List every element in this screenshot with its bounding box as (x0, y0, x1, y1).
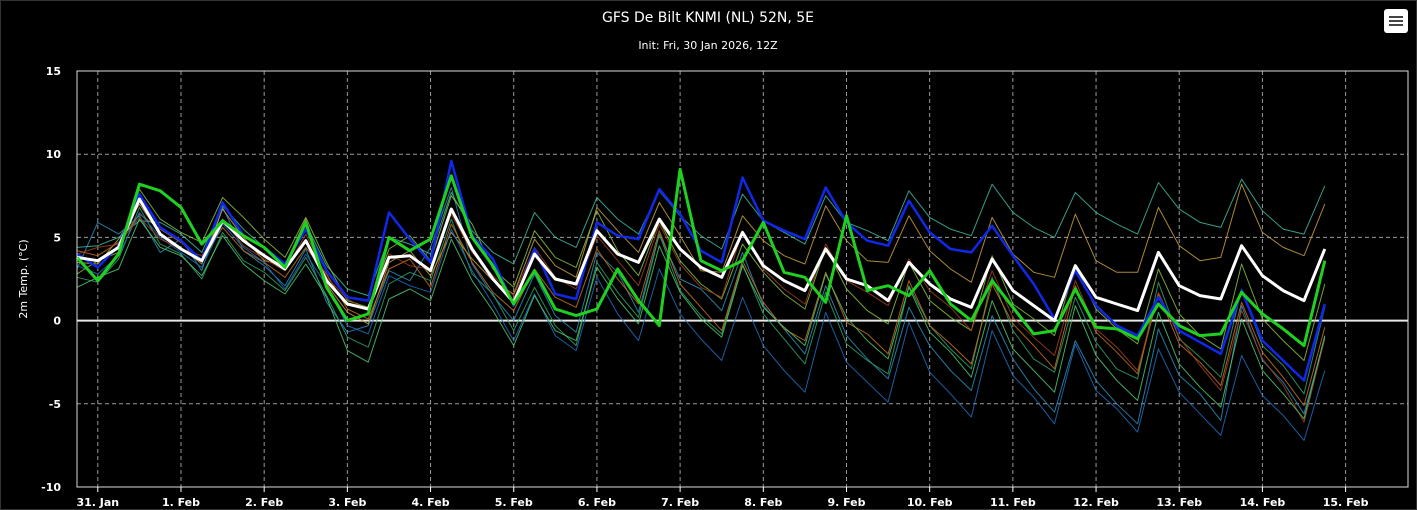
chart-title: GFS De Bilt KNMI (NL) 52N, 5E (602, 10, 814, 26)
axes: -10 -5 0 5 10 15 31. Jan 1. Feb 2. Feb 3. Feb 4. F… (41, 65, 1368, 509)
y-axis-title: 2m Temp. (°C) (17, 239, 30, 318)
series-line-11 (76, 218, 1326, 420)
x-tick-label: 1. Feb (162, 496, 200, 509)
x-tick-label: 9. Feb (827, 496, 865, 509)
menu-icon-bar (1389, 20, 1403, 22)
menu-icon (1389, 16, 1403, 18)
series-line-9 (76, 211, 1326, 441)
x-tick-label: 6. Feb (578, 496, 616, 509)
series-line-3 (76, 187, 1326, 425)
x-tick-label: 14. Feb (1240, 496, 1286, 509)
x-tick-label: 7. Feb (661, 496, 699, 509)
y-tick-label: -10 (41, 481, 61, 494)
x-tick-label: 15. Feb (1323, 496, 1369, 509)
y-tick-label: 0 (53, 315, 61, 328)
x-tick-label: 31. Jan (76, 496, 119, 509)
x-tick-label: 11. Feb (990, 496, 1036, 509)
series-line-4 (76, 206, 1326, 395)
series-layer (75, 159, 1327, 441)
y-tick-label: 5 (53, 231, 61, 244)
x-tick-label: 3. Feb (328, 496, 366, 509)
y-tick-label: 10 (46, 148, 62, 161)
menu-icon-bar (1389, 24, 1403, 26)
x-tick-label: 4. Feb (412, 496, 450, 509)
y-tick-label: 15 (46, 65, 61, 78)
chart-menu-button[interactable] (1384, 9, 1408, 33)
series-line-1 (75, 167, 1327, 348)
x-tick-label: 10. Feb (907, 496, 953, 509)
x-tick-label: 5. Feb (495, 496, 533, 509)
series-line-6 (76, 213, 1326, 406)
y-tick-label: -5 (49, 398, 61, 411)
plot-border (76, 70, 1409, 488)
x-tick-label: 13. Feb (1156, 496, 1202, 509)
x-tick-label: 8. Feb (744, 496, 782, 509)
series-line-10 (76, 213, 1326, 423)
series-line-0 (76, 197, 1327, 323)
chart-subtitle: Init: Fri, 30 Jan 2026, 12Z (638, 39, 778, 52)
x-tick-label: 2. Feb (245, 496, 283, 509)
x-tick-label: 12. Feb (1073, 496, 1119, 509)
